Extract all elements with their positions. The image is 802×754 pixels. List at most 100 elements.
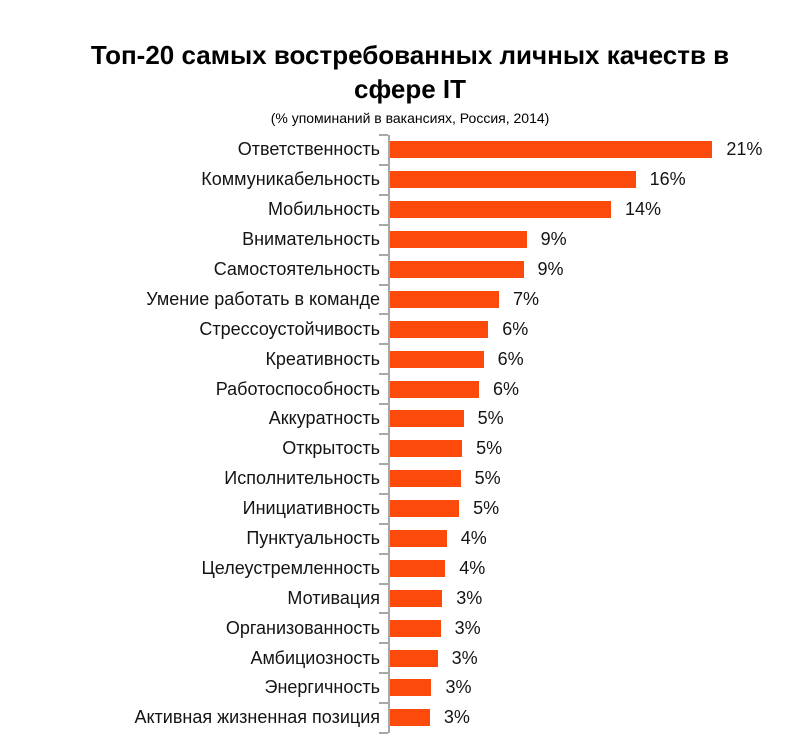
value-label: 4% (459, 557, 486, 578)
axis-tick (379, 702, 388, 705)
axis-tick (379, 163, 388, 166)
value-label: 6% (502, 318, 529, 339)
bar-row: Организованность 3% (0, 613, 802, 643)
value-label: 3% (454, 617, 481, 638)
value-label: 3% (443, 707, 470, 728)
axis-tick (379, 193, 388, 196)
category-label: Внимательность (242, 229, 380, 250)
bar-row: Исполнительность 5% (0, 464, 802, 494)
category-axis-line (388, 135, 390, 733)
value-label: 14% (625, 199, 662, 220)
value-label: 3% (451, 647, 478, 668)
bar (390, 141, 713, 159)
value-label: 5% (474, 468, 501, 489)
category-label: Инициативность (242, 498, 380, 519)
value-label: 9% (540, 229, 567, 250)
bar-row: Самостоятельность 9% (0, 255, 802, 285)
value-label: 6% (497, 348, 524, 369)
axis-tick (379, 373, 388, 376)
axis-tick (379, 522, 388, 525)
bar (390, 649, 438, 667)
category-label: Ответственность (237, 139, 380, 160)
category-label: Исполнительность (224, 468, 380, 489)
bar-row: Ответственность 21% (0, 135, 802, 165)
bar-row: Внимательность 9% (0, 225, 802, 255)
value-label: 3% (456, 587, 483, 608)
value-label: 5% (473, 498, 500, 519)
chart-title-line1: Топ-20 самых востребованных личных качес… (90, 40, 730, 70)
category-label: Аккуратность (268, 408, 380, 429)
axis-tick (379, 462, 388, 465)
value-label: 5% (477, 408, 504, 429)
bar (390, 320, 489, 338)
bar-row: Креативность 6% (0, 344, 802, 374)
bar-row: Умение работать в команде 7% (0, 284, 802, 314)
bar (390, 380, 480, 398)
bar (390, 470, 461, 488)
plot-area: Ответственность 21% Коммуникабельность 16% М… (0, 134, 802, 734)
bar-rows: Ответственность 21% Коммуникабельность 16% М… (0, 135, 802, 733)
category-label: Целеустремленность (201, 557, 380, 578)
category-label: Мобильность (267, 199, 380, 220)
axis-tick (379, 492, 388, 495)
axis-tick (379, 313, 388, 316)
axis-tick (379, 732, 388, 734)
bar-row: Энергичность 3% (0, 673, 802, 703)
axis-tick (379, 642, 388, 645)
axis-tick (379, 403, 388, 406)
category-label: Креативность (265, 348, 380, 369)
category-label: Организованность (225, 617, 380, 638)
axis-tick (379, 253, 388, 256)
bar (390, 559, 446, 577)
axis-tick (379, 612, 388, 615)
bar (390, 261, 524, 278)
bar-row: Аккуратность 5% (0, 404, 802, 434)
bar (390, 231, 527, 249)
value-label: 9% (537, 259, 564, 279)
axis-tick (379, 343, 388, 346)
value-label: 3% (445, 677, 472, 698)
axis-tick (379, 134, 388, 136)
axis-tick (379, 672, 388, 675)
bar (390, 530, 447, 548)
chart-subtitle: (% упоминаний в вакансиях, Россия, 2014) (270, 110, 550, 126)
axis-tick (379, 223, 388, 226)
category-label: Открытость (282, 438, 380, 459)
bar (390, 500, 460, 518)
bar (390, 619, 441, 637)
value-label: 4% (460, 528, 487, 549)
value-label: 5% (476, 438, 503, 459)
category-label: Умение работать в команде (146, 288, 380, 309)
bar-row: Мотивация 3% (0, 583, 802, 613)
bar-row: Открытость 5% (0, 434, 802, 464)
bar (390, 679, 432, 697)
value-label: 21% (726, 139, 763, 160)
axis-tick (379, 552, 388, 555)
bar (390, 171, 636, 189)
category-label: Коммуникабельность (201, 169, 380, 190)
bar-row: Работоспособность 6% (0, 374, 802, 404)
category-label: Стрессоустойчивость (199, 318, 380, 339)
chart-title-line2: сфере IT (354, 74, 466, 104)
bar (390, 589, 443, 607)
bar-row: Инициативность 5% (0, 494, 802, 524)
bar-row: Активная жизненная позиция 3% (0, 703, 802, 733)
bar (390, 350, 484, 368)
category-label: Самостоятельность (213, 259, 380, 279)
axis-tick (379, 433, 388, 435)
bar (390, 290, 499, 308)
value-label: 16% (649, 169, 686, 190)
bar (390, 410, 464, 428)
axis-tick (379, 582, 388, 585)
bar-row: Коммуникабельность 16% (0, 165, 802, 195)
bar-row: Мобильность 14% (0, 195, 802, 225)
bar (390, 709, 430, 727)
value-label: 7% (512, 288, 539, 309)
category-label: Амбициозность (250, 647, 380, 668)
bar (390, 440, 463, 458)
bar-row: Пунктуальность 4% (0, 524, 802, 554)
category-label: Энергичность (264, 677, 380, 698)
bar-row: Амбициозность 3% (0, 643, 802, 673)
axis-tick (379, 283, 388, 286)
